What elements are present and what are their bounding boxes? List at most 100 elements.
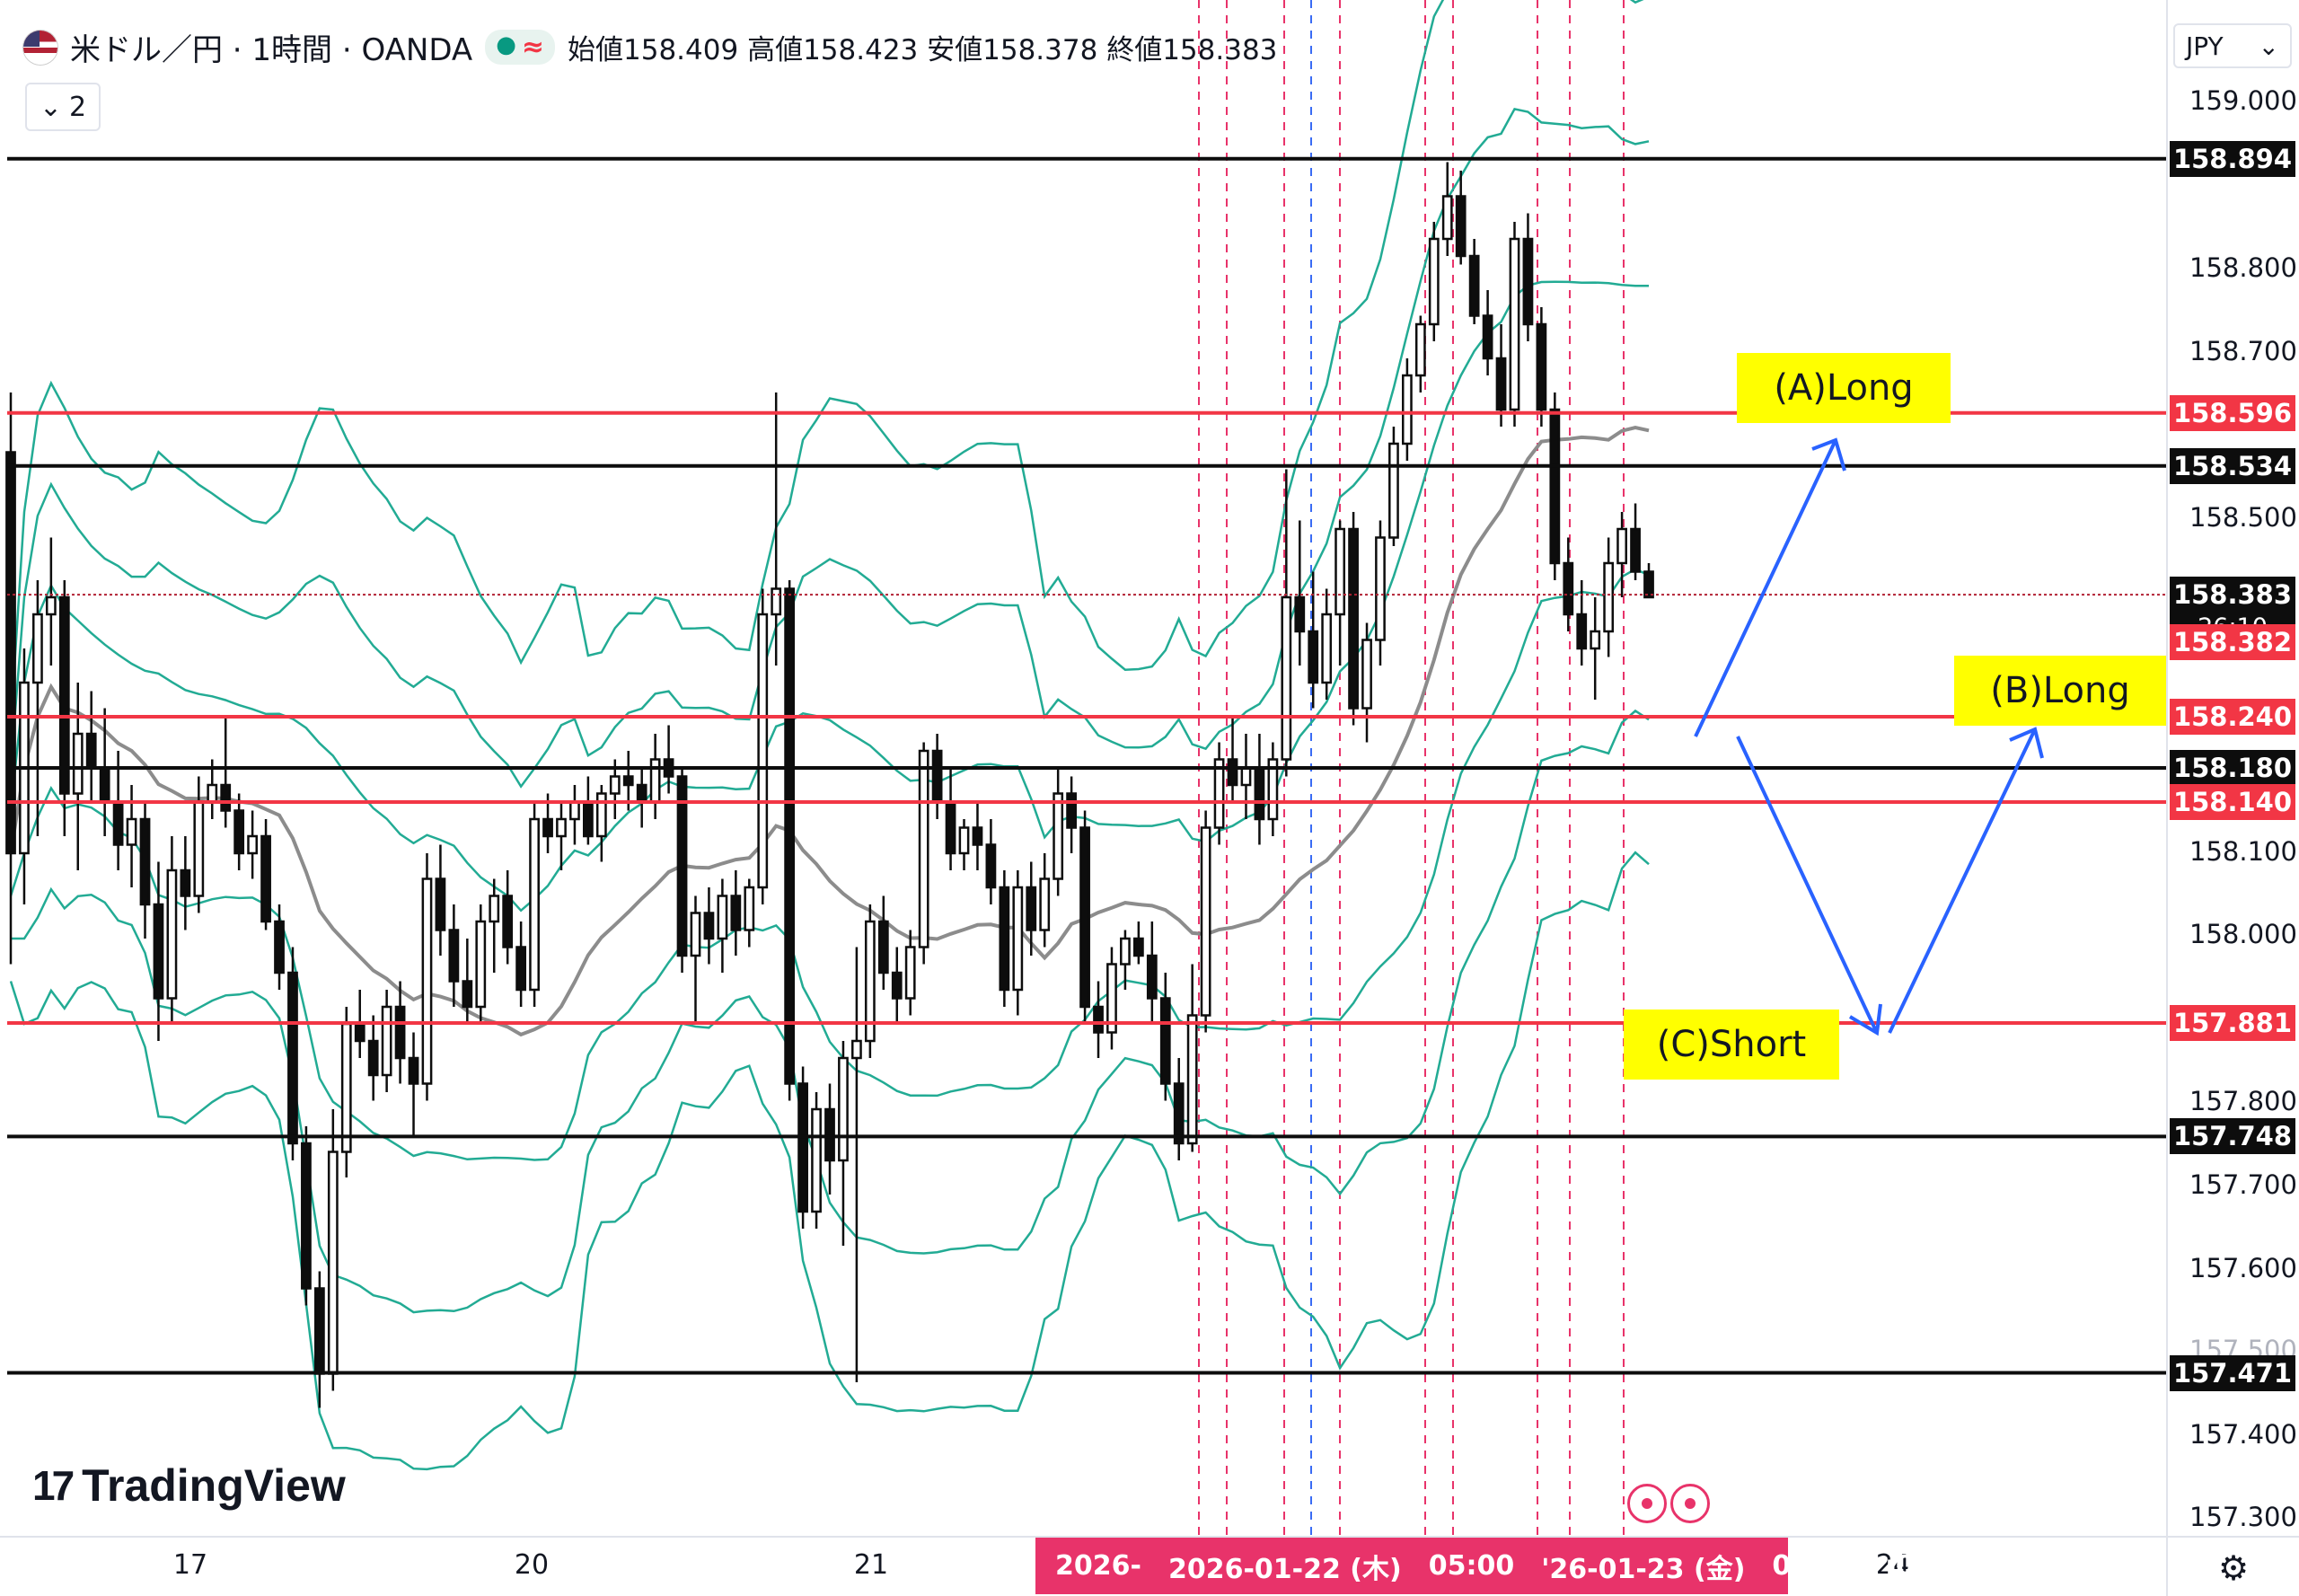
chevron-down-icon: ⌄ [39, 91, 63, 123]
candle-up [32, 613, 43, 684]
alert-price-label[interactable]: 158.382 [2170, 624, 2295, 661]
market-open-icon: ● [496, 31, 516, 58]
level-price-label[interactable]: 158.596 [2170, 394, 2295, 431]
candle-down [367, 1039, 379, 1077]
note-b-long[interactable]: (B)Long [1954, 656, 2166, 726]
candle-up [609, 775, 621, 795]
market-status[interactable]: ● ≈ [485, 30, 556, 65]
range-end-time: 01:00 [1772, 1550, 1858, 1582]
level-price-label[interactable]: 157.471 [2170, 1354, 2295, 1391]
candle-down [502, 895, 514, 948]
candle-up [340, 1022, 352, 1153]
candle-down [1093, 1005, 1104, 1034]
candle-down [85, 732, 97, 770]
settings-gear-icon[interactable]: ⚙ [2218, 1548, 2250, 1588]
candle-down [1308, 630, 1319, 684]
event-marker-icon[interactable] [1627, 1484, 1667, 1523]
bollinger-band-line [11, 709, 1650, 1314]
price-tick: 157.300 [2189, 1502, 2297, 1532]
level-price-label[interactable]: 158.180 [2170, 750, 2295, 786]
price-tick: 158.800 [2189, 252, 2297, 283]
candle-up [421, 877, 433, 1085]
level-price-label[interactable]: 157.748 [2170, 1118, 2295, 1155]
note-a-long[interactable]: (A)Long [1737, 353, 1951, 423]
selected-time-range[interactable]: 2026- 2026-01-22 (木) 05:00 '26-01-23 (金)… [1035, 1538, 1933, 1594]
candle-up [45, 595, 57, 616]
candle-up [381, 1005, 392, 1077]
candle-down [730, 895, 742, 931]
bollinger-basis-line [9, 425, 1650, 1037]
candle-down [797, 1082, 808, 1213]
candle-down [153, 903, 164, 1000]
scenario-arrow [1736, 736, 1879, 1034]
candle-down [1522, 237, 1534, 326]
candle-down [408, 1056, 419, 1085]
candle-up [1186, 1014, 1198, 1145]
price-tick: 158.100 [2189, 836, 2297, 867]
candle-down [1563, 561, 1574, 616]
candle-down [1146, 954, 1158, 1000]
candle-up [1402, 374, 1413, 445]
candle-up [1240, 766, 1252, 787]
candle-up [690, 912, 701, 957]
candle-down [1294, 595, 1306, 633]
candle-up [247, 834, 258, 855]
note-c-short[interactable]: (C)Short [1624, 1010, 1839, 1080]
candle-up [1509, 237, 1520, 411]
candle-down [435, 877, 446, 931]
us-flag-icon [23, 30, 57, 65]
candle-up [1616, 527, 1627, 565]
candle-down [354, 1022, 366, 1043]
level-price-label[interactable]: 158.894 [2170, 140, 2295, 177]
scenario-arrows [1694, 437, 2044, 1036]
level-price-label[interactable]: 158.240 [2170, 699, 2295, 735]
candle-up [649, 758, 661, 804]
price-tick: 158.000 [2189, 919, 2297, 949]
price-tick: 157.600 [2189, 1253, 2297, 1283]
tradingview-logo[interactable]: 17 TradingView [32, 1459, 346, 1512]
economic-events[interactable] [1627, 1484, 1710, 1523]
candle-up [1441, 195, 1453, 241]
tradingview-mark-icon: 17 [32, 1462, 75, 1509]
candle-down [274, 920, 285, 974]
candle-up [1590, 630, 1601, 650]
current-price-label[interactable]: 158.383 [2170, 577, 2295, 613]
candle-down [784, 587, 796, 1085]
chart-plot-area[interactable] [0, 0, 2166, 1536]
candle-down [999, 886, 1010, 992]
candle-down [1159, 997, 1171, 1085]
candle-down [877, 920, 889, 974]
range-part: 2026- [1055, 1550, 1141, 1582]
indicator-count: 2 [69, 91, 87, 123]
candle-up [1375, 536, 1386, 641]
candle-down [1254, 766, 1265, 821]
ohlc-values: 始値158.409 高値158.423 安値158.378 終値158.383 [568, 27, 1277, 67]
symbol-title[interactable]: 米ドル／円 · 1時間 · OANDA [70, 32, 473, 68]
candle-down [1173, 1082, 1185, 1145]
candle-up [1361, 639, 1372, 710]
level-price-label[interactable]: 158.140 [2170, 784, 2295, 820]
candle-up [1334, 527, 1346, 616]
currency-value: JPY [2186, 31, 2224, 61]
time-tick-20: 20 [514, 1549, 550, 1581]
candle-up [1281, 595, 1292, 761]
bollinger-band-line [9, 568, 1650, 1161]
candle-up [126, 817, 137, 846]
bollinger-band-line [9, 0, 1644, 726]
candle-down [99, 766, 110, 804]
level-price-label[interactable]: 157.881 [2170, 1005, 2295, 1042]
range-part: :00 [1884, 1550, 1933, 1582]
time-tick-24: 24 [1875, 1549, 1911, 1581]
bollinger-bands [9, 0, 1650, 1471]
close-label: 終値 [1106, 34, 1163, 66]
candle-up [1106, 963, 1117, 1034]
scenario-arrow [1888, 728, 2037, 1034]
range-end-date: '26-01-23 (金) [1541, 1553, 1746, 1585]
indicators-collapse-button[interactable]: ⌄ 2 [25, 83, 101, 131]
close-value: 158.383 [1162, 34, 1278, 66]
candle-down [139, 817, 151, 906]
level-price-label[interactable]: 158.534 [2170, 447, 2295, 484]
price-tick: 157.800 [2189, 1086, 2297, 1116]
currency-selector[interactable]: JPY ⌄ [2173, 23, 2292, 68]
event-marker-icon[interactable] [1670, 1484, 1710, 1523]
